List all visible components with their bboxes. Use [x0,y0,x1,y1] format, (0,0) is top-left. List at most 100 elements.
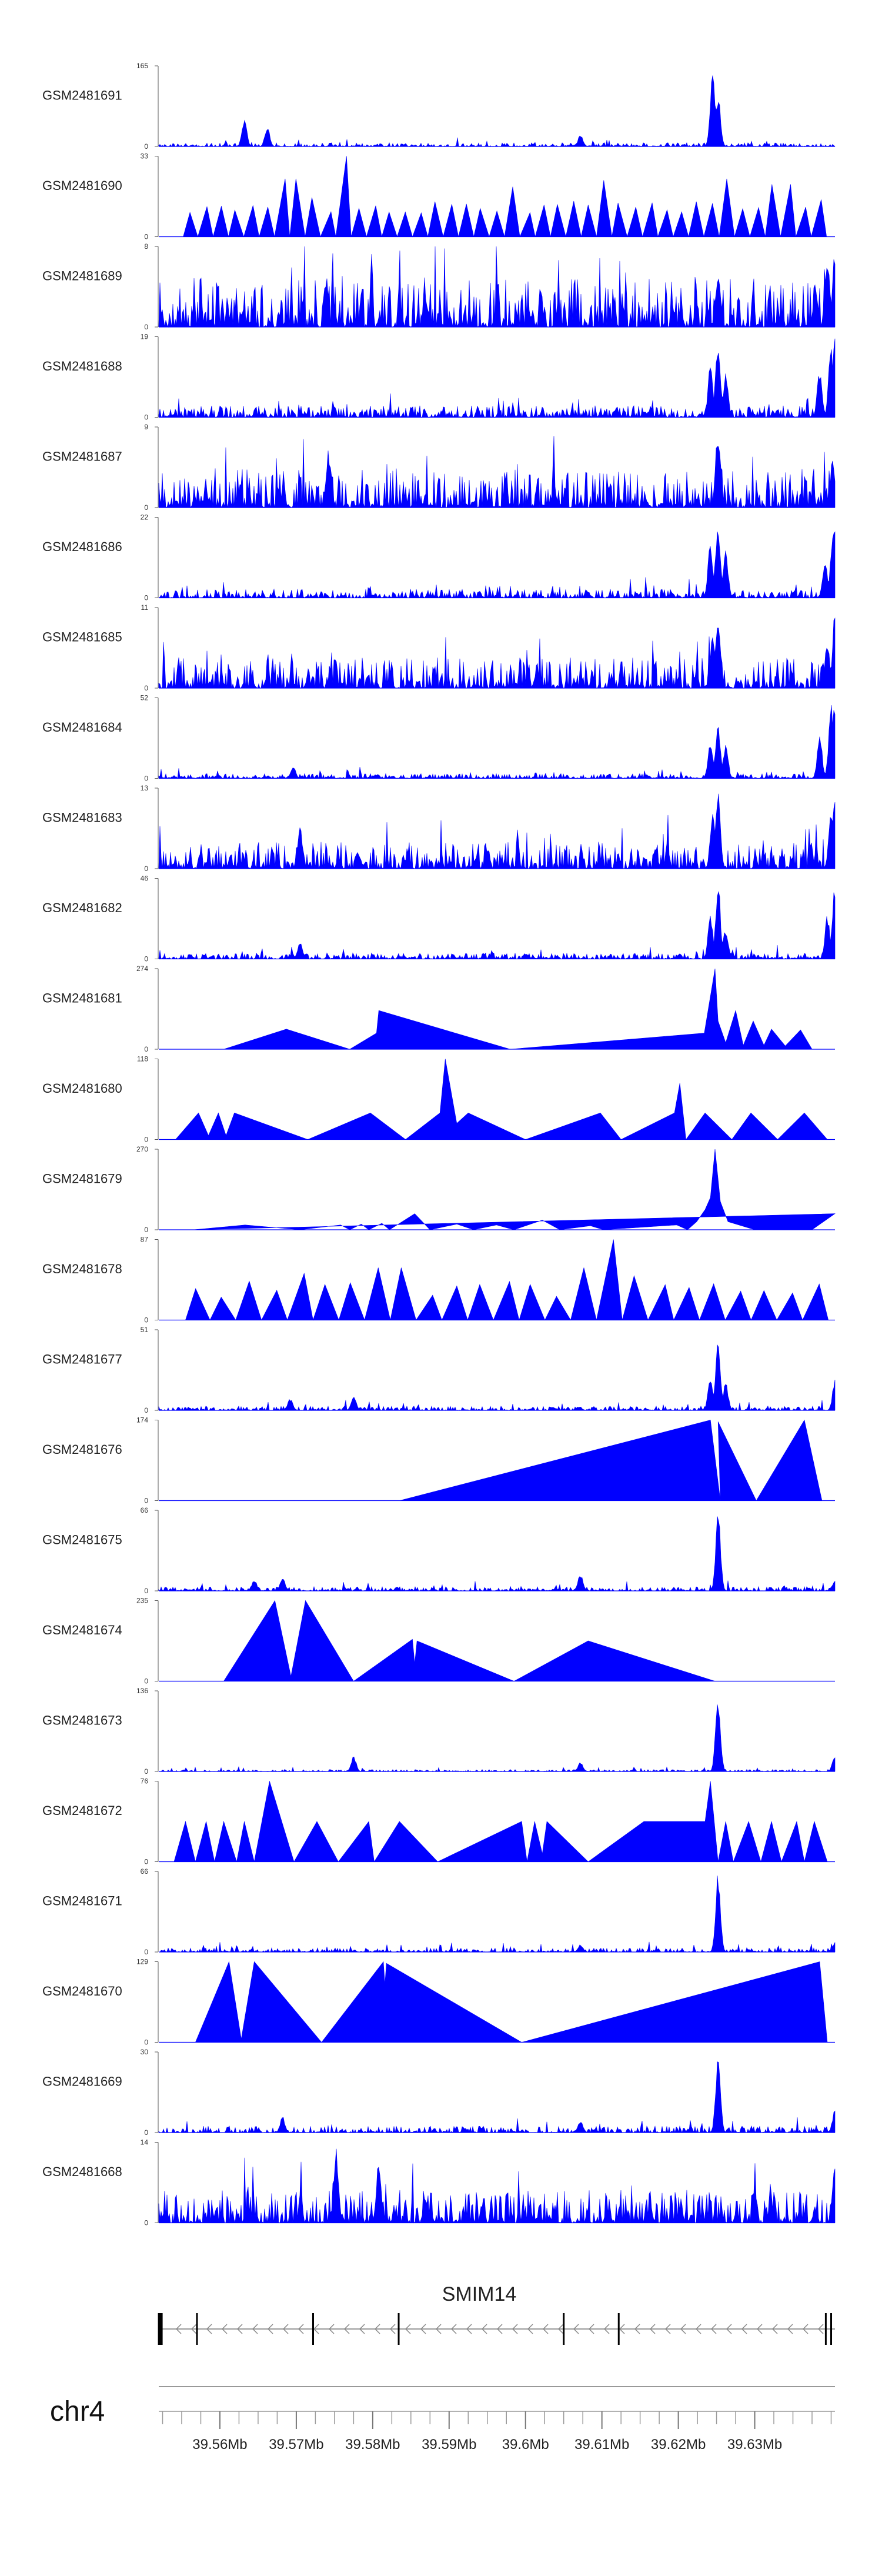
track-GSM2481690: GSM2481690 33 0 [42,152,835,241]
y-min-label: 0 [144,1316,148,1324]
track-label: GSM2481688 [42,359,122,373]
track-label: GSM2481680 [42,1081,122,1096]
strand-arrow [741,2324,747,2334]
y-max-label: 136 [136,1687,148,1695]
strand-arrow [252,2324,258,2334]
strand-arrow [710,2324,717,2334]
y-max-label: 174 [136,1416,148,1424]
strand-arrow [588,2324,594,2334]
track-GSM2481672: GSM2481672 76 0 [42,1777,835,1866]
y-min-label: 0 [144,684,148,692]
track-label: GSM2481686 [42,539,122,554]
strand-arrow [374,2324,380,2334]
track-GSM2481669: GSM2481669 30 0 [42,2048,836,2137]
strand-arrow [680,2324,686,2334]
x-tick-label: 39.57Mb [269,2437,323,2452]
strand-arrow [771,2324,778,2334]
x-tick-label: 39.62Mb [651,2437,706,2452]
track-GSM2481688: GSM2481688 19 0 [42,333,836,422]
track-label: GSM2481685 [42,630,122,645]
signal-area [175,1059,828,1140]
track-GSM2481677: GSM2481677 51 0 [42,1326,836,1414]
tracks-layer: GSM24816911650GSM2481690330GSM248168980G… [42,62,836,2227]
y-min-label: 0 [144,594,148,602]
signal-area [399,1419,823,1501]
signal-area [158,617,836,689]
y-min-label: 0 [144,1045,148,1053]
track-label: GSM2481671 [42,1894,122,1908]
gene-name-label: SMIM14 [442,2283,517,2305]
exon-mark [830,2313,833,2345]
y-max-label: 87 [141,1236,149,1244]
track-GSM2481686: GSM2481686 22 0 [42,513,836,602]
track-GSM2481674: GSM2481674 235 0 [42,1597,835,1686]
strand-arrow [603,2324,610,2334]
strand-arrow [481,2324,487,2334]
exon-mark [312,2313,314,2345]
track-GSM2481679: GSM2481679 270 0 [42,1145,836,1234]
signal-area [185,1239,830,1321]
signal-area [193,1149,836,1230]
strand-arrow [817,2324,824,2334]
track-GSM2481685: GSM2481685 11 0 [42,603,836,692]
y-max-label: 9 [144,423,148,431]
track-GSM2481687: GSM2481687 9 0 [42,423,836,512]
track-GSM2481671: GSM2481671 66 0 [42,1867,836,1956]
track-label: GSM2481683 [42,810,122,825]
y-max-label: 165 [136,62,148,70]
strand-arrow [542,2324,549,2334]
strand-arrow [191,2324,197,2334]
chromosome-label: chr4 [50,2396,105,2427]
track-GSM2481681: GSM2481681 274 0 [42,965,835,1053]
exon-mark [397,2313,400,2345]
y-min-label: 0 [144,323,148,331]
track-GSM2481670: GSM2481670 129 0 [42,1958,835,2047]
signal-area [158,2061,836,2134]
signal-area [158,705,836,779]
y-min-label: 0 [144,2128,148,2137]
strand-arrow [282,2324,289,2334]
track-label: GSM2481670 [42,1984,122,1998]
signal-area [158,793,836,870]
track-GSM2481675: GSM2481675 66 0 [42,1506,836,1595]
y-max-label: 13 [141,784,149,792]
track-label: GSM2481669 [42,2074,122,2089]
strand-arrow [267,2324,273,2334]
track-label: GSM2481668 [42,2164,122,2179]
signal-area [158,1516,836,1592]
strand-arrow [619,2324,625,2334]
y-max-label: 118 [137,1055,148,1063]
y-min-label: 0 [144,1497,148,1505]
y-min-label: 0 [144,1948,148,1956]
strand-arrow [206,2324,212,2334]
y-min-label: 0 [144,955,148,963]
y-max-label: 22 [141,513,149,522]
track-GSM2481673: GSM2481673 136 0 [42,1687,836,1776]
track-label: GSM2481684 [42,720,122,735]
signal-area [158,75,836,147]
strand-arrow [313,2324,319,2334]
strand-arrow [328,2324,335,2334]
y-max-label: 66 [141,1506,149,1514]
signal-area [158,531,836,599]
y-max-label: 46 [141,875,149,883]
x-tick-label: 39.56Mb [192,2437,247,2452]
track-label: GSM2481672 [42,1803,122,1818]
exon-mark [158,2313,163,2345]
track-GSM2481668: GSM2481668 14 0 [42,2138,836,2227]
signal-area [223,1600,716,1681]
track-label: GSM2481677 [42,1352,122,1367]
y-min-label: 0 [144,2038,148,2047]
y-max-label: 14 [141,2138,149,2147]
strand-arrow [236,2324,243,2334]
y-min-label: 0 [144,1767,148,1776]
y-min-label: 0 [144,775,148,783]
strand-arrow [573,2324,579,2334]
y-max-label: 66 [141,1867,149,1876]
track-GSM2481689: GSM2481689 8 0 [42,242,836,331]
signal-area [158,891,836,960]
strand-arrow [466,2324,472,2334]
x-tick-label: 39.6Mb [502,2437,549,2452]
signal-area [158,246,836,328]
track-label: GSM2481678 [42,1262,122,1276]
